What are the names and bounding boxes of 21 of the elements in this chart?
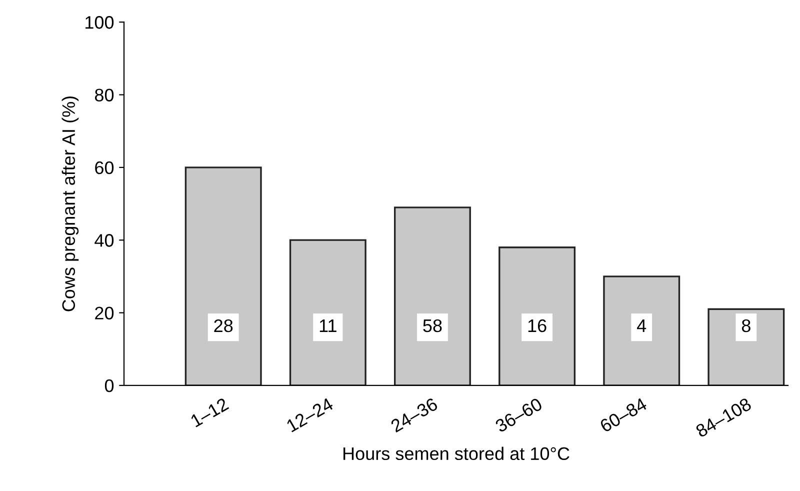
y-tick-label: 0	[104, 379, 114, 392]
bar	[498, 246, 576, 386]
annotation: 8	[742, 319, 750, 332]
bar	[603, 276, 680, 386]
y-tick-label: 60	[95, 161, 114, 174]
bar	[394, 206, 471, 386]
y-tick-label: 80	[94, 88, 114, 102]
x-tick-label: 1–12	[190, 397, 230, 428]
bar	[708, 308, 785, 386]
y-tick-label: 20	[95, 306, 114, 320]
annotation: 28	[214, 319, 233, 332]
y-tick-label: 40	[94, 234, 114, 247]
annotation: 4	[637, 320, 646, 332]
annotation: 11	[320, 320, 336, 332]
bar	[289, 239, 366, 386]
bar	[184, 166, 262, 386]
y-axis-title: Cows pregnant after AI (%)	[62, 96, 79, 312]
y-tick-label: 100	[86, 16, 114, 29]
annotation: 58	[423, 319, 442, 332]
annotation: 16	[528, 319, 546, 332]
x-axis-title: Hours semen stored at 10°C	[343, 446, 570, 460]
